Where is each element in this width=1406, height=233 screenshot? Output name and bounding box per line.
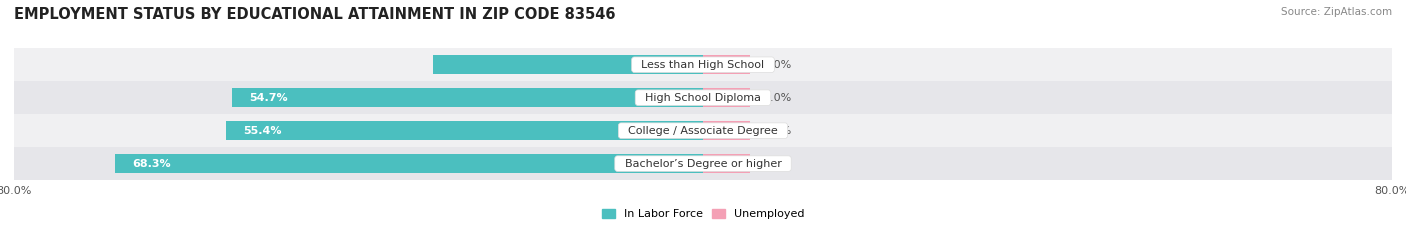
Bar xyxy=(703,121,751,140)
Bar xyxy=(232,88,703,107)
Text: 0.0%: 0.0% xyxy=(763,93,792,103)
Bar xyxy=(14,81,1392,114)
Text: Less than High School: Less than High School xyxy=(634,60,772,70)
Legend: In Labor Force, Unemployed: In Labor Force, Unemployed xyxy=(598,204,808,223)
Bar xyxy=(703,88,751,107)
Bar xyxy=(703,154,751,173)
Text: EMPLOYMENT STATUS BY EDUCATIONAL ATTAINMENT IN ZIP CODE 83546: EMPLOYMENT STATUS BY EDUCATIONAL ATTAINM… xyxy=(14,7,616,22)
Bar xyxy=(14,114,1392,147)
Text: Source: ZipAtlas.com: Source: ZipAtlas.com xyxy=(1281,7,1392,17)
Text: 55.4%: 55.4% xyxy=(243,126,281,136)
Text: 0.0%: 0.0% xyxy=(763,126,792,136)
Bar xyxy=(703,55,751,74)
Bar xyxy=(433,55,703,74)
Text: 68.3%: 68.3% xyxy=(132,159,170,169)
Text: High School Diploma: High School Diploma xyxy=(638,93,768,103)
Bar xyxy=(226,121,703,140)
Bar xyxy=(115,154,703,173)
Bar xyxy=(14,48,1392,81)
Text: 54.7%: 54.7% xyxy=(249,93,288,103)
Text: 31.3%: 31.3% xyxy=(647,60,686,70)
Bar xyxy=(14,147,1392,180)
Text: College / Associate Degree: College / Associate Degree xyxy=(621,126,785,136)
Text: 0.0%: 0.0% xyxy=(763,60,792,70)
Text: 0.0%: 0.0% xyxy=(763,159,792,169)
Text: Bachelor’s Degree or higher: Bachelor’s Degree or higher xyxy=(617,159,789,169)
